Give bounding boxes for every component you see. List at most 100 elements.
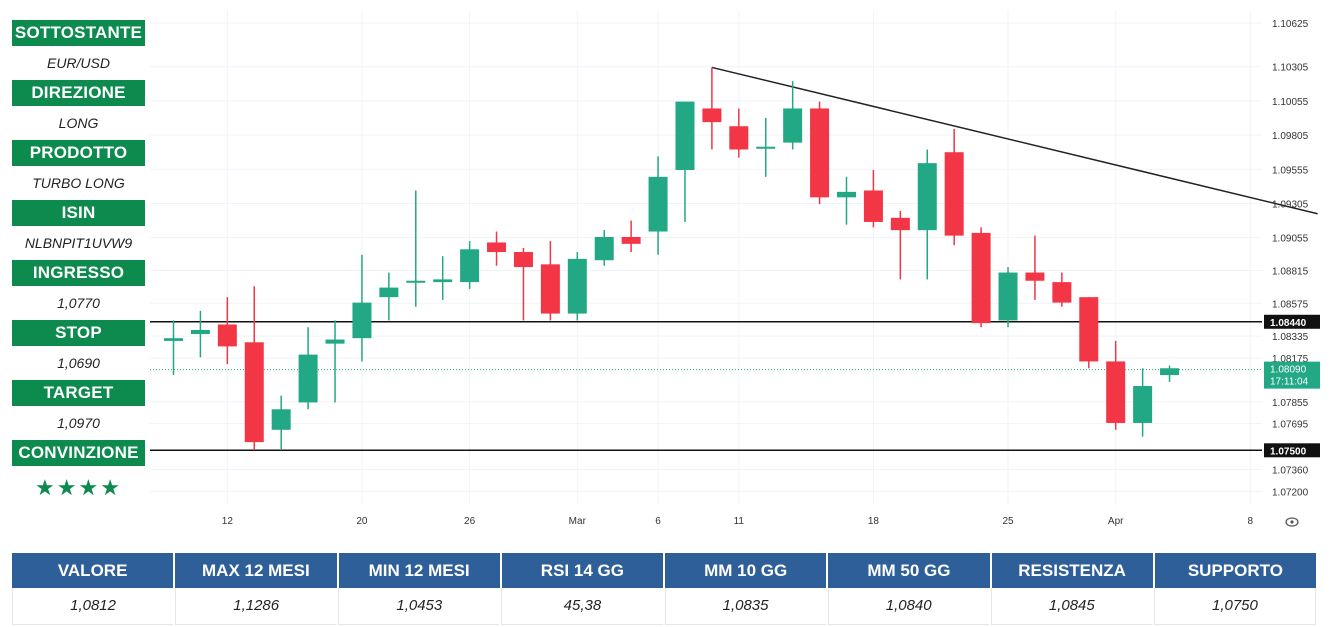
candle-body <box>190 329 210 335</box>
candle-body <box>487 242 507 253</box>
candle-body <box>540 264 560 314</box>
info-label: TARGET <box>12 380 145 406</box>
info-value: EUR/USD <box>12 46 145 80</box>
stats-value-row: 1,0812 1,1286 1,0453 45,38 1,0835 1,0840 1,084… <box>12 588 1316 625</box>
x-tick-label: Apr <box>1108 516 1124 527</box>
y-tick-label: 1.08335 <box>1272 332 1309 343</box>
y-tick-label: 1.07360 <box>1272 465 1309 476</box>
stats-header: MM 10 GG <box>665 553 827 588</box>
eye-icon <box>1285 517 1299 527</box>
x-tick-label: 6 <box>655 516 661 527</box>
conviction-stars: ★★★★ <box>35 475 122 500</box>
candle-body <box>917 163 937 231</box>
candle-body <box>433 279 453 283</box>
y-tick-label: 1.10305 <box>1272 63 1309 74</box>
candle-body <box>298 354 318 403</box>
x-tick-label: 8 <box>1248 516 1254 527</box>
candle-body <box>810 108 830 198</box>
candle-body <box>1079 297 1099 362</box>
last-price-badge <box>1264 361 1320 389</box>
candle-body <box>998 272 1018 321</box>
info-value: LONG <box>12 106 145 140</box>
info-value: NLBNPIT1UVW9 <box>12 226 145 260</box>
candle-body <box>648 176 668 232</box>
stats-value: 1,1286 <box>175 588 337 625</box>
stats-header: MAX 12 MESI <box>175 553 337 588</box>
info-label: STOP <box>12 320 145 346</box>
y-tick-label: 1.08575 <box>1272 299 1309 310</box>
candle-body <box>783 108 803 143</box>
y-tick-label: 1.09805 <box>1272 131 1309 142</box>
stats-header: RSI 14 GG <box>501 553 663 588</box>
stats-value: 45,38 <box>501 588 663 625</box>
candle-body <box>1106 361 1126 423</box>
candle-body <box>379 287 399 298</box>
info-label: SOTTOSTANTE <box>12 20 145 46</box>
info-value: 1,0690 <box>12 346 145 380</box>
candle-body <box>863 190 883 222</box>
candle-body <box>1025 272 1045 281</box>
last-price-label: 1.08090 <box>1270 365 1307 376</box>
y-tick-label: 1.07695 <box>1272 420 1309 431</box>
x-tick-label: 12 <box>222 516 234 527</box>
x-tick-label: 11 <box>734 516 745 527</box>
stats-value: 1,0812 <box>12 588 174 625</box>
candle-body <box>971 232 991 324</box>
y-tick-label: 1.10055 <box>1272 97 1309 108</box>
stats-header: MM 50 GG <box>828 553 990 588</box>
candle-body <box>756 146 776 149</box>
candle-body <box>621 236 641 244</box>
y-tick-label: 1.10625 <box>1272 19 1309 30</box>
y-tick-label: 1.07855 <box>1272 398 1309 409</box>
x-tick-label: 25 <box>1002 516 1014 527</box>
stats-value: 1,0840 <box>827 588 989 625</box>
y-tick-label: 1.09555 <box>1272 165 1309 176</box>
level-label: 1.07500 <box>1270 446 1307 457</box>
info-label: DIREZIONE <box>12 80 145 106</box>
candle-body <box>1052 282 1072 303</box>
x-tick-label: Mar <box>569 516 587 527</box>
stats-value: 1,0750 <box>1153 588 1316 625</box>
info-value: 1,0770 <box>12 286 145 320</box>
level-badge <box>1264 443 1320 458</box>
candle-body <box>406 280 426 283</box>
candle-body <box>217 324 237 347</box>
info-label: INGRESSO <box>12 260 145 286</box>
candle-body <box>837 191 856 198</box>
level-label: 1.08440 <box>1270 318 1307 329</box>
candle-body <box>890 217 910 231</box>
info-panel: SOTTOSTANTE EUR/USD DIREZIONE LONG PRODOTTO T… <box>12 20 145 510</box>
y-tick-label: 1.09305 <box>1272 199 1309 210</box>
candle-body <box>164 338 183 341</box>
info-value: TURBO LONG <box>12 166 145 200</box>
candle-body <box>460 249 480 283</box>
x-tick-label: 20 <box>356 516 368 527</box>
info-value: 1,0970 <box>12 406 145 440</box>
countdown-label: 17:11:04 <box>1270 377 1309 388</box>
eye-icon-pupil <box>1290 520 1294 524</box>
candle-body <box>944 152 964 236</box>
y-tick-label: 1.07200 <box>1272 487 1309 498</box>
candle-body <box>352 302 372 339</box>
stats-header: MIN 12 MESI <box>338 553 500 588</box>
candle-body <box>729 126 749 150</box>
stats-header-row: VALORE MAX 12 MESI MIN 12 MESI RSI 14 GG MM … <box>12 553 1316 588</box>
candle-body <box>675 101 695 170</box>
info-label: PRODOTTO <box>12 140 145 166</box>
x-tick-label: 26 <box>464 516 476 527</box>
info-label: ISIN <box>12 200 145 226</box>
level-badge <box>1264 314 1320 329</box>
x-tick-label: 18 <box>868 516 880 527</box>
stats-header: SUPPORTO <box>1154 553 1316 588</box>
y-tick-label: 1.08815 <box>1272 266 1309 277</box>
candle-body <box>567 258 587 314</box>
y-tick-label: 1.09055 <box>1272 234 1309 245</box>
stats-value: 1,0835 <box>664 588 826 625</box>
stats-header: RESISTENZA <box>991 553 1153 588</box>
candle-body <box>513 252 533 268</box>
info-label: CONVINZIONE <box>12 440 145 466</box>
stats-header: VALORE <box>12 553 174 588</box>
stats-value: 1,0845 <box>990 588 1152 625</box>
candle-body <box>702 108 722 123</box>
candle-body <box>1160 368 1180 376</box>
